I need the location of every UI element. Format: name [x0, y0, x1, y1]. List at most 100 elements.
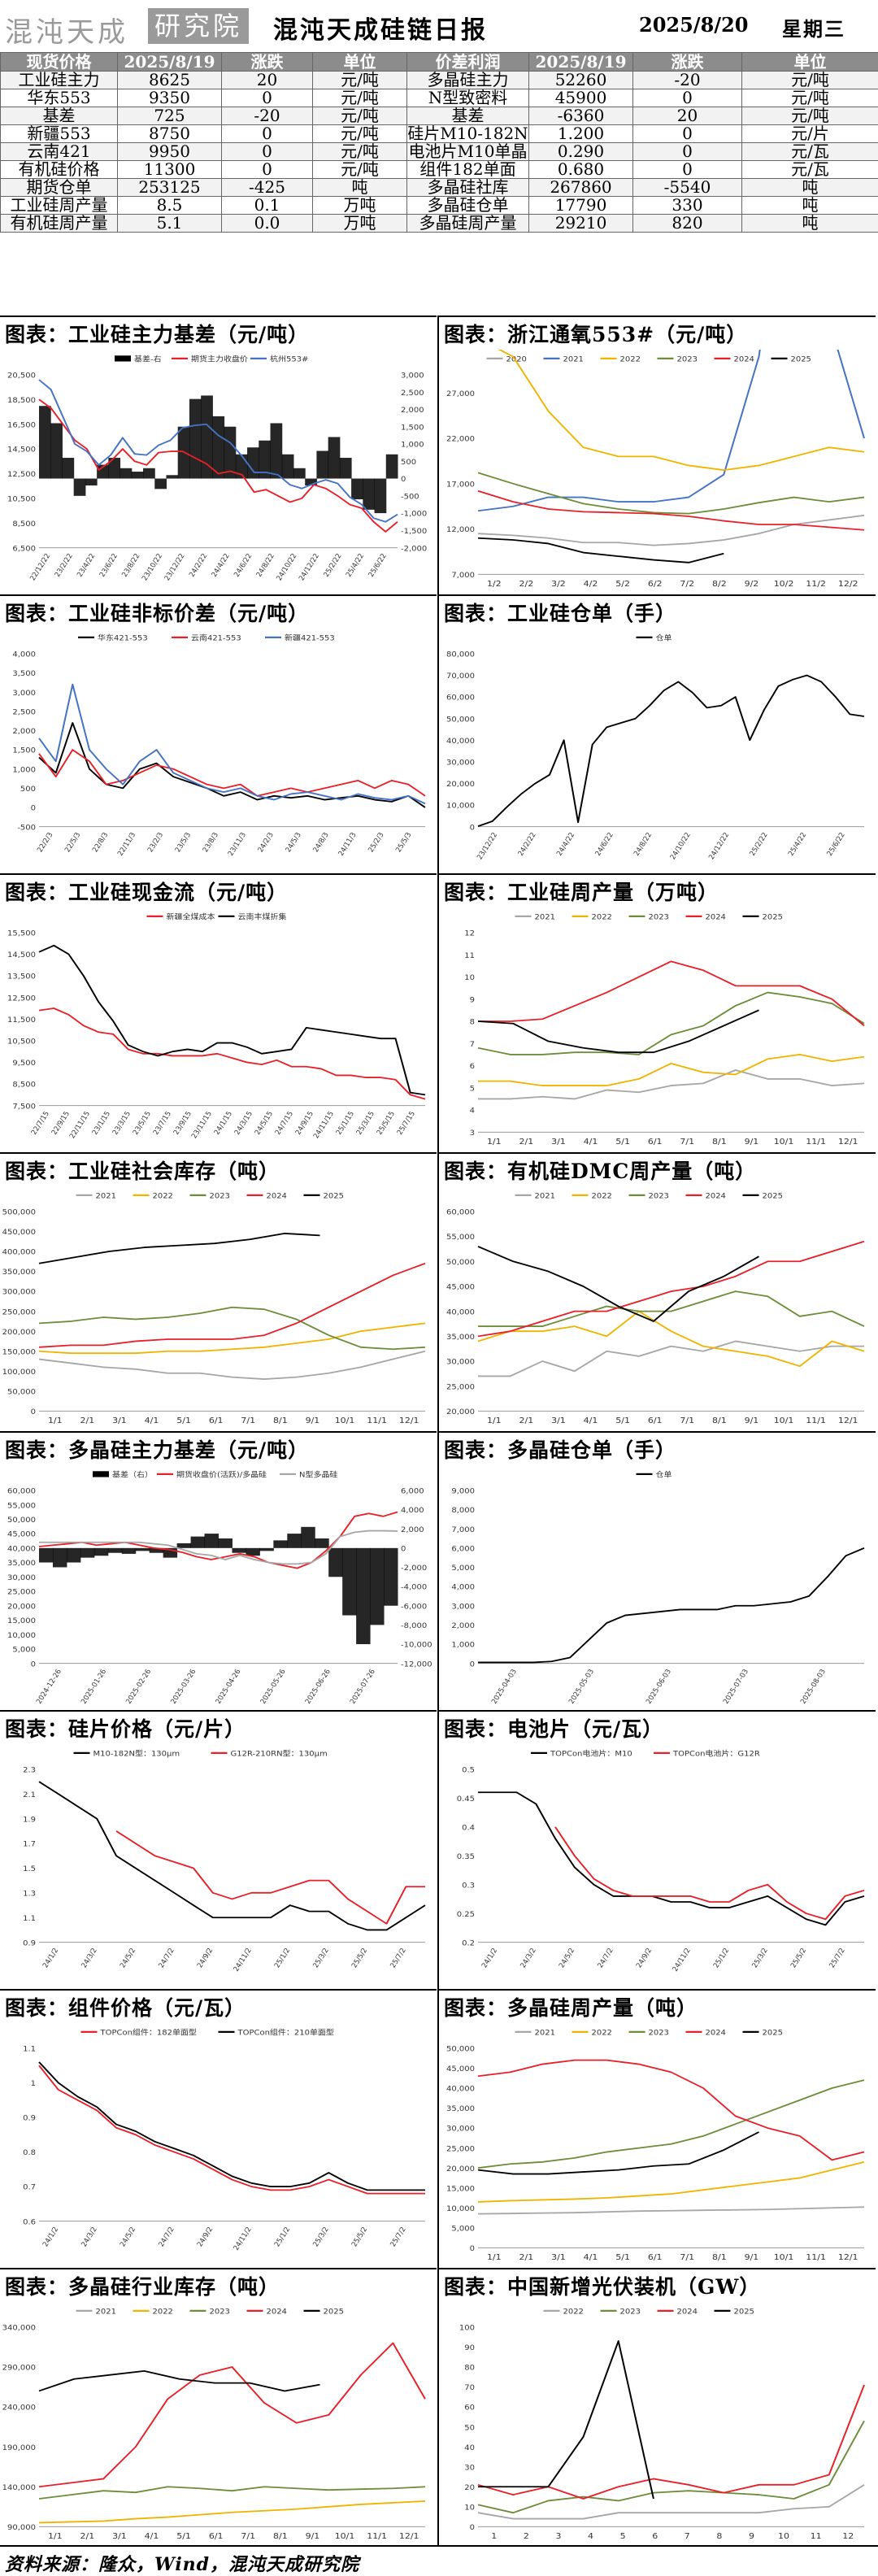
- legend-label: 华东421-553: [98, 633, 148, 642]
- table-cell: 元/吨: [313, 107, 407, 125]
- x-tick-label: 2/1: [519, 1137, 534, 1146]
- table-cell: 工业硅主力: [1, 72, 118, 89]
- x-tick-label: 2024-12-26: [35, 1668, 63, 1705]
- y-tick-label: 1,000: [451, 1641, 475, 1649]
- series-line: [39, 1323, 425, 1353]
- table-cell: 8625: [118, 72, 222, 89]
- legend-label: 2025: [763, 913, 783, 921]
- legend-label: 2022: [592, 1192, 612, 1200]
- x-tick-label: 25/1/2: [273, 2226, 293, 2248]
- series-line: [478, 350, 864, 511]
- chart-title: 图表：工业硅周产量（万吨）: [444, 877, 719, 906]
- series-line: [478, 1341, 864, 1376]
- y-tick-label: 40: [464, 2443, 475, 2452]
- legend-label: 2025: [763, 2029, 783, 2037]
- chart-plot: 基差-右期货主力收盘价杭州553#6,5008,50010,50012,5001…: [0, 350, 437, 594]
- table-cell: 工业硅周产量: [1, 197, 118, 215]
- x-tick-label: 7/1: [241, 2531, 255, 2540]
- y-tick-label: 70: [464, 2384, 475, 2392]
- series-line: [39, 1264, 425, 1347]
- x-tick-label: 3/1: [112, 2531, 127, 2540]
- y-tick-label: 25,000: [446, 2145, 475, 2153]
- y-tick-label: 20,000: [446, 780, 475, 788]
- table-cell: -425: [222, 179, 313, 197]
- legend-label: 2025: [791, 355, 811, 363]
- y-tick-label: 0: [31, 1660, 36, 1669]
- area-bar: [94, 1548, 108, 1556]
- area-bar: [74, 479, 86, 496]
- x-tick-label: 12: [842, 2531, 854, 2540]
- y-tick-label: 0: [470, 824, 475, 832]
- x-tick-label: 12/2: [838, 579, 858, 588]
- y2-tick-label: -1,000: [401, 510, 427, 518]
- x-tick-label: 25/3/2: [311, 2226, 331, 2248]
- x-tick-label: 23/11/15: [190, 1110, 214, 1140]
- y-tick-label: 15,500: [7, 929, 36, 938]
- chart-title: 图表：多晶硅行业库存（吨）: [5, 2271, 280, 2300]
- y-tick-label: 7,000: [451, 1525, 475, 1534]
- x-tick-label: 6/2: [648, 579, 663, 588]
- report-weekday: 星期三: [782, 13, 845, 41]
- area-bar: [85, 479, 98, 486]
- area-bar: [293, 468, 306, 479]
- x-tick-label: 9/1: [745, 1416, 759, 1425]
- y-tick-label: 25,000: [446, 1383, 475, 1391]
- series-line: [478, 2385, 864, 2499]
- area-bar: [154, 479, 167, 490]
- x-tick-label: 2025-08-03: [799, 1668, 828, 1705]
- table-cell: 330: [633, 197, 742, 215]
- x-tick-label: 22/5/3: [63, 831, 83, 854]
- area-bar: [67, 1548, 80, 1563]
- table-cell: 1.200: [529, 125, 633, 143]
- x-tick-label: 24/10/22: [275, 552, 298, 582]
- y-tick-label: 500: [20, 785, 36, 793]
- legend-label: 2023: [677, 355, 698, 363]
- x-tick-label: 25/5/2: [789, 1947, 809, 1969]
- y-tick-label: 45,000: [446, 1283, 475, 1291]
- logo-box: 研究院: [148, 8, 249, 44]
- x-tick-label: 23/6/22: [98, 552, 120, 578]
- table-cell: 组件182单面: [407, 161, 529, 179]
- x-tick-label: 4/1: [584, 1137, 598, 1146]
- series-line: [478, 2060, 864, 2160]
- x-tick-label: 24/9/2: [196, 2226, 215, 2248]
- x-tick-label: 24/2/22: [188, 552, 209, 578]
- series-line: [478, 1548, 864, 1663]
- legend-label: 2023: [649, 2029, 669, 2037]
- y-tick-label: 50,000: [446, 2045, 475, 2053]
- x-tick-label: 10/1: [774, 1416, 794, 1425]
- y-tick-label: 0: [470, 2523, 475, 2531]
- x-tick-label: 12/1: [838, 1137, 858, 1146]
- y-tick-label: 50,000: [7, 1516, 36, 1524]
- legend-label: 2025: [324, 2308, 344, 2316]
- x-tick-label: 11/1: [367, 1416, 387, 1425]
- y-tick-label: 10,000: [446, 802, 475, 810]
- y-tick-label: 190,000: [2, 2443, 36, 2452]
- y-tick-label: 290,000: [2, 2364, 36, 2372]
- y2-tick-label: -6,000: [401, 1603, 427, 1611]
- chart-legend: 新疆全煤成本云南丰煤折集: [147, 912, 287, 921]
- y-tick-label: 9,500: [12, 1059, 36, 1067]
- y-tick-label: 0: [31, 1408, 36, 1416]
- table-header-cell: 2025/8/19: [118, 53, 222, 72]
- area-bar: [39, 406, 51, 478]
- chart-legend: 基差-右期货主力收盘价杭州553#: [115, 355, 308, 363]
- x-tick-label: 8/1: [712, 2252, 727, 2261]
- report-title: 混沌天成硅链日报: [273, 10, 488, 46]
- y-tick-label: 45,000: [7, 1530, 36, 1538]
- x-tick-label: 7/1: [241, 1416, 255, 1425]
- x-tick-label: 1/1: [48, 2531, 63, 2540]
- x-tick-label: 9/1: [745, 1137, 759, 1146]
- table-cell: -6360: [529, 107, 633, 125]
- table-cell: 0: [222, 89, 313, 107]
- x-tick-label: 1/1: [487, 2252, 502, 2261]
